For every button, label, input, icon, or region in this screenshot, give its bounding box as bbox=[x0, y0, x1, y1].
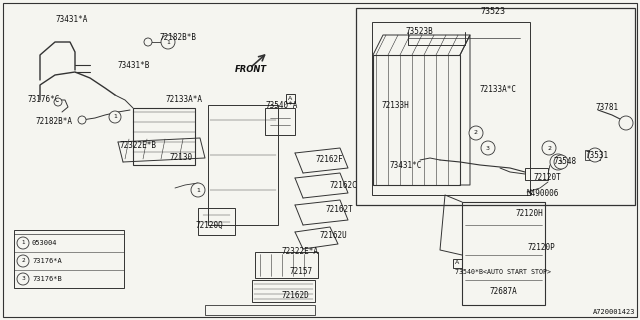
Text: 73431*A: 73431*A bbox=[55, 15, 88, 25]
Text: 72162F: 72162F bbox=[315, 156, 343, 164]
Circle shape bbox=[161, 35, 175, 49]
Text: 72322E*B: 72322E*B bbox=[120, 140, 157, 149]
Circle shape bbox=[550, 154, 566, 170]
Text: 73176*A: 73176*A bbox=[32, 258, 61, 264]
Text: 72120H: 72120H bbox=[515, 209, 543, 218]
Polygon shape bbox=[208, 105, 278, 225]
Text: 73176*C: 73176*C bbox=[28, 95, 60, 105]
Text: 72162T: 72162T bbox=[325, 205, 353, 214]
Circle shape bbox=[54, 98, 62, 106]
Text: 2: 2 bbox=[21, 259, 25, 263]
Bar bbox=[252, 280, 315, 302]
Text: 72162C: 72162C bbox=[330, 180, 358, 189]
Text: 72133A*C: 72133A*C bbox=[480, 85, 517, 94]
Bar bbox=[452, 259, 461, 268]
Circle shape bbox=[619, 116, 633, 130]
Text: 73540*B<AUTO START STOP>: 73540*B<AUTO START STOP> bbox=[455, 269, 551, 275]
Text: 72120Q: 72120Q bbox=[195, 220, 223, 229]
Text: A720001423: A720001423 bbox=[593, 309, 635, 315]
Text: 72322E*A: 72322E*A bbox=[282, 247, 319, 257]
Text: 72133H: 72133H bbox=[382, 100, 410, 109]
Bar bbox=[585, 150, 600, 160]
Text: 3: 3 bbox=[559, 159, 563, 164]
Bar bbox=[265, 108, 295, 135]
Text: 1: 1 bbox=[113, 115, 117, 119]
Text: 72120P: 72120P bbox=[527, 243, 555, 252]
Bar bbox=[525, 168, 548, 180]
Bar bbox=[285, 93, 294, 102]
Text: A: A bbox=[288, 95, 292, 100]
Text: 73781: 73781 bbox=[596, 103, 619, 113]
Bar bbox=[198, 208, 235, 235]
Circle shape bbox=[17, 237, 29, 249]
Bar bbox=[14, 230, 124, 288]
Circle shape bbox=[17, 273, 29, 285]
Bar bbox=[356, 8, 635, 205]
Circle shape bbox=[17, 255, 29, 267]
Text: 72130: 72130 bbox=[170, 154, 193, 163]
Text: 2: 2 bbox=[474, 131, 478, 135]
Bar bbox=[133, 108, 195, 165]
Circle shape bbox=[109, 111, 121, 123]
Bar bbox=[373, 55, 460, 185]
Text: 72120T: 72120T bbox=[533, 172, 561, 181]
Circle shape bbox=[78, 116, 86, 124]
Text: 053004: 053004 bbox=[32, 240, 58, 246]
Text: 3: 3 bbox=[486, 146, 490, 150]
Text: 1: 1 bbox=[166, 39, 170, 44]
Text: 72182B*A: 72182B*A bbox=[36, 117, 73, 126]
Circle shape bbox=[144, 38, 152, 46]
Text: 73431*B: 73431*B bbox=[118, 60, 150, 69]
Text: 73523: 73523 bbox=[480, 7, 505, 17]
Text: 73531: 73531 bbox=[585, 150, 608, 159]
Text: 73523B: 73523B bbox=[405, 28, 433, 36]
Text: 2: 2 bbox=[547, 146, 551, 150]
Circle shape bbox=[542, 141, 556, 155]
Text: 72162U: 72162U bbox=[320, 230, 348, 239]
Circle shape bbox=[554, 155, 568, 169]
Bar bbox=[205, 305, 315, 315]
Text: 72687A: 72687A bbox=[490, 286, 518, 295]
Circle shape bbox=[191, 183, 205, 197]
Text: 1: 1 bbox=[21, 241, 25, 245]
Text: 72133A*A: 72133A*A bbox=[165, 95, 202, 105]
Bar bbox=[462, 202, 545, 305]
Text: 73176*B: 73176*B bbox=[32, 276, 61, 282]
Text: 72162D: 72162D bbox=[282, 291, 310, 300]
Circle shape bbox=[481, 141, 495, 155]
Text: FRONT: FRONT bbox=[235, 65, 267, 74]
Text: 73548: 73548 bbox=[553, 157, 576, 166]
Text: A: A bbox=[455, 260, 459, 266]
Text: M490006: M490006 bbox=[527, 189, 559, 198]
Text: 73431*C: 73431*C bbox=[390, 161, 422, 170]
Text: 3: 3 bbox=[21, 276, 25, 282]
Text: 1: 1 bbox=[196, 188, 200, 193]
Text: 72157: 72157 bbox=[290, 268, 313, 276]
Bar bbox=[255, 252, 318, 278]
Circle shape bbox=[469, 126, 483, 140]
Circle shape bbox=[588, 148, 602, 162]
Text: 72182B*B: 72182B*B bbox=[160, 34, 197, 43]
Text: 73540*A: 73540*A bbox=[265, 100, 298, 109]
Bar bbox=[372, 22, 530, 195]
